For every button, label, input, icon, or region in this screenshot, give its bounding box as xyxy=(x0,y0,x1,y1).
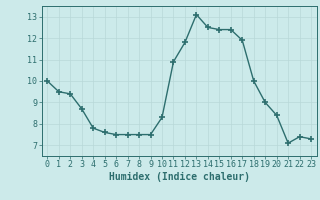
X-axis label: Humidex (Indice chaleur): Humidex (Indice chaleur) xyxy=(109,172,250,182)
